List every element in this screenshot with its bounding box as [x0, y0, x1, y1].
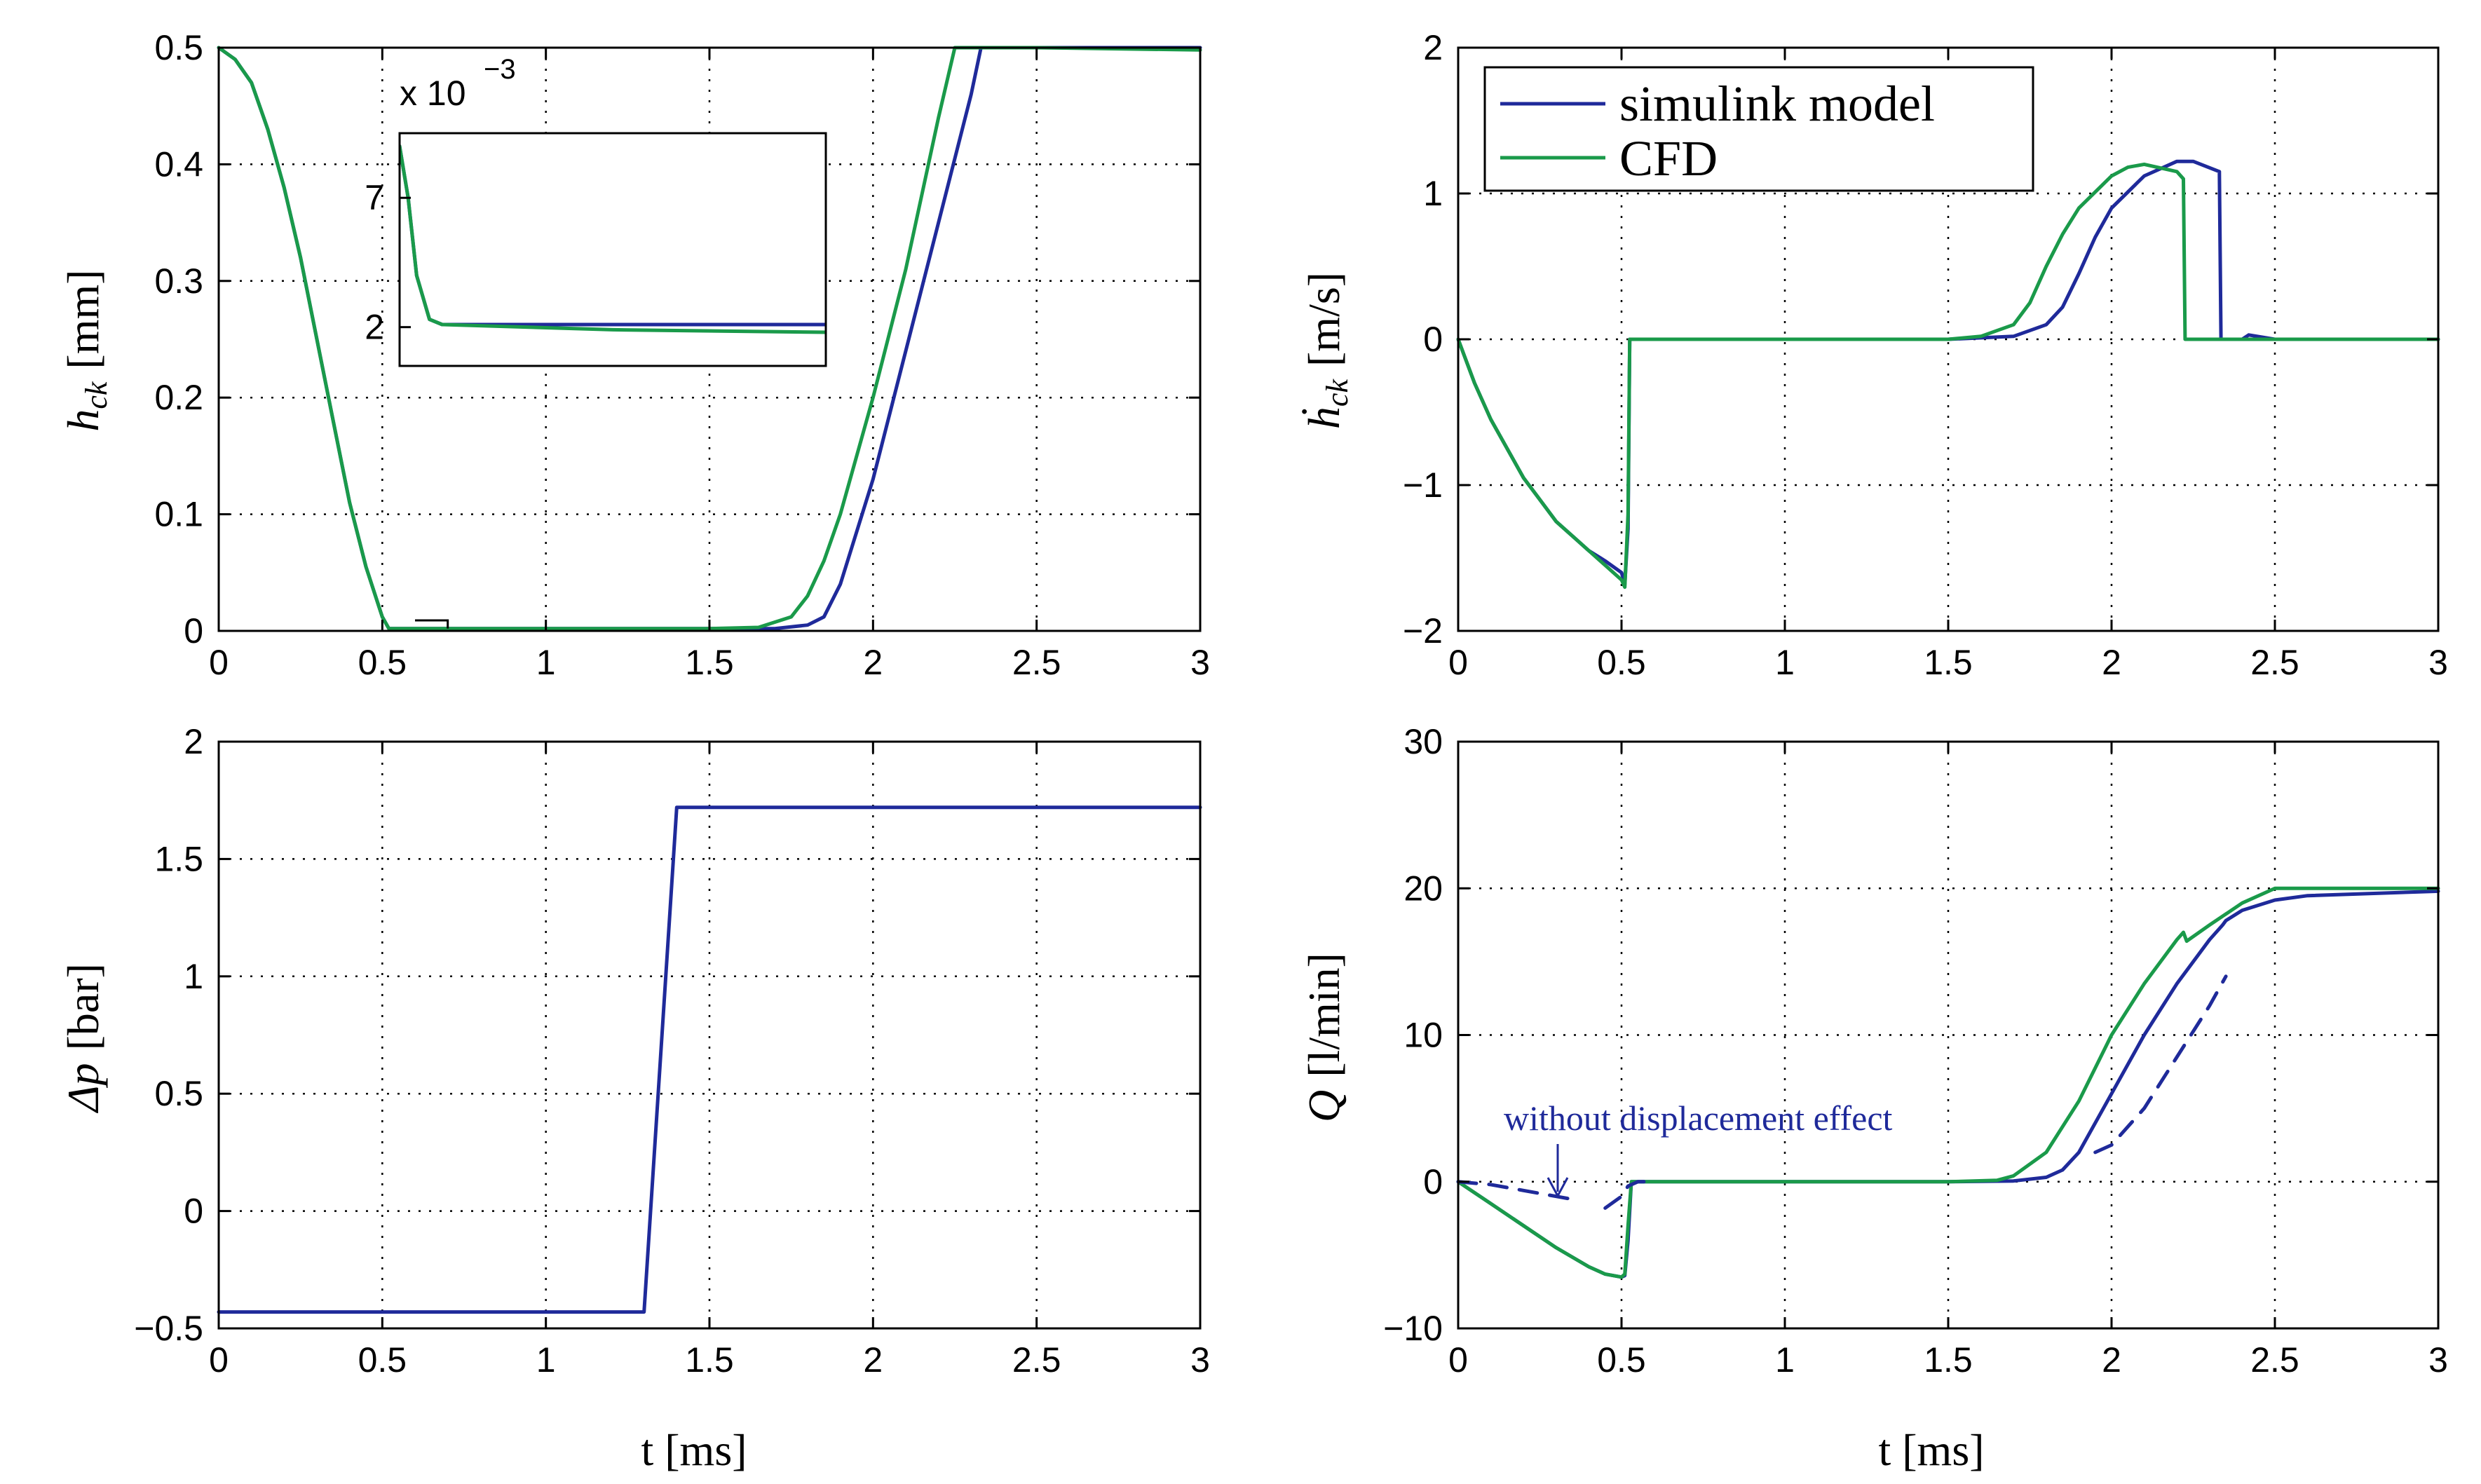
hdot-ytick-label-1: −1	[1403, 465, 1443, 505]
hck-ytick-label-0: 0	[184, 611, 203, 651]
hck-ytick-label-1: 0.1	[154, 495, 203, 534]
ylabel-dp-main: Δp	[58, 1063, 108, 1114]
hdot-ytick-label-2: 0	[1423, 320, 1443, 359]
legend-label-simulink: simulink model	[1619, 76, 1935, 132]
hdot-series-cfd	[1456, 162, 2440, 590]
dp-xtick-label-5: 2.5	[1012, 1340, 1061, 1380]
hck-ytick-label-4: 0.4	[154, 144, 203, 184]
inset-exponent-power: −3	[484, 54, 516, 85]
dp-ytick-label-4: 1.5	[154, 839, 203, 878]
dp-ytick-label-2: 0.5	[154, 1074, 203, 1113]
ylabel-dp: Δp [bar]	[58, 963, 108, 1114]
dp-series-simulink-model	[217, 805, 1202, 1314]
hdot-xtick-label-0: 0	[1448, 643, 1468, 682]
ylabel-hck-sub: ck	[79, 381, 114, 409]
hdot-xtick-label-6: 3	[2428, 643, 2448, 682]
hck-xtick-label-5: 2.5	[1012, 643, 1061, 682]
inset-axes-frame	[398, 132, 827, 367]
dp-xtick-label-1: 0.5	[358, 1340, 407, 1380]
q-series-without-displacement-effect-3-	[2093, 974, 2228, 1155]
legend-box	[1483, 66, 2034, 192]
q-series-without-displacement-effect-2-	[1603, 1180, 1657, 1210]
legend-label-cfd: CFD	[1619, 130, 1718, 186]
dp-ytick-label-5: 2	[184, 722, 203, 761]
q-xtick-label-6: 3	[2428, 1340, 2448, 1380]
inset-ytick-label-1: 7	[365, 178, 384, 217]
q-xtick-label-4: 2	[2102, 1340, 2121, 1380]
hck-ytick-label-5: 0.5	[154, 28, 203, 67]
dp-ytick-label-1: 0	[184, 1192, 203, 1231]
subplot-delta-p: 0 0.5 1 1.5 2 2.5 3−0.500.511.52	[134, 722, 1210, 1380]
hck-xtick-label-4: 2	[863, 643, 883, 682]
dp-axes-frame	[217, 740, 1202, 1330]
xlabel-bottom-left: t [ms]	[641, 1425, 747, 1475]
dp-xtick-label-3: 1.5	[685, 1340, 734, 1380]
ylabel-hdot-main: ḣ	[1299, 407, 1349, 429]
ylabel-dp-unit: [bar]	[58, 963, 108, 1050]
dp-xtick-label-2: 1	[536, 1340, 556, 1380]
q-ytick-label-2: 10	[1403, 1016, 1443, 1055]
annotation-arrow	[1547, 1144, 1569, 1199]
ylabel-q-main: Q	[1299, 1090, 1349, 1122]
hck-series-cfd	[217, 46, 1202, 631]
dp-xtick-label-4: 2	[863, 1340, 883, 1380]
hck-xtick-label-6: 3	[1190, 643, 1210, 682]
q-series-without-displacement-effect	[1456, 1180, 1575, 1202]
legend: simulink model CFD	[1483, 66, 2034, 192]
q-xtick-label-5: 2.5	[2250, 1340, 2299, 1380]
hck-xtick-label-2: 1	[536, 643, 556, 682]
q-xtick-label-0: 0	[1448, 1340, 1468, 1380]
ylabel-q: Q [l/min]	[1299, 953, 1349, 1122]
dp-xtick-label-0: 0	[209, 1340, 229, 1380]
q-xtick-label-2: 1	[1775, 1340, 1795, 1380]
ylabel-hdot-unit: [m/s]	[1299, 272, 1349, 367]
hdot-xtick-label-3: 1.5	[1924, 643, 1973, 682]
inset-exponent-base: x 10	[400, 74, 466, 113]
annotation-without-displacement: without displacement effect	[1504, 1098, 1893, 1138]
xlabel-bottom-right: t [ms]	[1878, 1425, 1984, 1475]
hck-ytick-label-2: 0.2	[154, 378, 203, 417]
q-series-simulink-model	[1456, 889, 2440, 1279]
hck-xtick-label-0: 0	[209, 643, 229, 682]
q-series-cfd	[1456, 886, 2440, 1279]
hdot-series-simulink-model	[1456, 159, 2440, 586]
dp-xtick-label-6: 3	[1190, 1340, 1210, 1380]
subplot-hck-velocity: 0 0.5 1 1.5 2 2.5 3 −2 −1 0 1 2	[1403, 28, 2448, 682]
ylabel-hck-main: h	[58, 409, 108, 432]
hdot-xtick-label-4: 2	[2102, 643, 2121, 682]
q-ytick-label-3: 20	[1403, 869, 1443, 908]
q-ytick-label-1: 0	[1423, 1162, 1443, 1202]
ylabel-hdot-sub: ck	[1320, 379, 1354, 407]
hdot-xtick-label-2: 1	[1775, 643, 1795, 682]
hdot-xtick-label-5: 2.5	[2250, 643, 2299, 682]
hdot-ytick-label-4: 2	[1423, 28, 1443, 67]
hck-xtick-label-1: 0.5	[358, 643, 407, 682]
q-xtick-label-1: 0.5	[1597, 1340, 1646, 1380]
hdot-xtick-label-1: 0.5	[1597, 643, 1646, 682]
q-axes-frame	[1457, 740, 2440, 1330]
inset-ytick-label-0: 2	[365, 308, 384, 347]
hck-ytick-label-3: 0.3	[154, 261, 203, 301]
q-ytick-label-4: 30	[1403, 722, 1443, 761]
dp-ytick-label-3: 1	[184, 957, 203, 996]
hdot-ytick-label-0: −2	[1403, 611, 1443, 651]
q-xtick-label-3: 1.5	[1924, 1340, 1973, 1380]
ylabel-q-unit: [l/min]	[1299, 953, 1349, 1077]
hck-xtick-label-3: 1.5	[685, 643, 734, 682]
ylabel-hck: hck [mm]	[58, 269, 114, 431]
subplot-inset-zoom: 27	[365, 132, 827, 367]
q-ytick-label-0: −10	[1383, 1309, 1443, 1348]
zoom-region-marker	[415, 619, 449, 629]
ylabel-hdot: ḣck [m/s]	[1299, 272, 1354, 429]
subplot-hck: 0 0.5 1 1.5 2 2.5 3 0 0.1 0.2 0.3 0.4 0.5	[154, 28, 1209, 682]
ylabel-hck-unit: [mm]	[58, 269, 108, 369]
hdot-ytick-label-3: 1	[1423, 174, 1443, 213]
dp-ytick-label-0: −0.5	[134, 1309, 203, 1348]
